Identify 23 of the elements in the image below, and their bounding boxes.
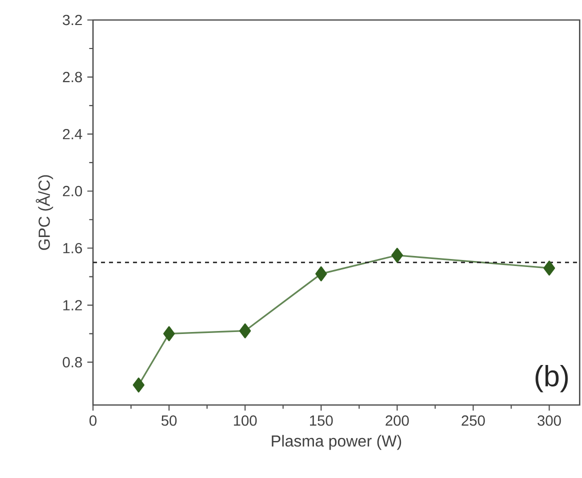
point: [163, 326, 175, 342]
annotation: (b): [536, 364, 568, 392]
point: [239, 323, 251, 338]
y-tick-label: 3.2: [62, 14, 82, 26]
x-tick-label: 250: [462, 415, 485, 426]
x-tick-label: 300: [538, 415, 561, 426]
point: [315, 266, 327, 282]
y-tick-label: 1.6: [63, 242, 82, 254]
point: [391, 248, 403, 263]
y-tick-label: 2.4: [62, 128, 82, 140]
x-tick-label: 50: [161, 415, 177, 426]
x-tick-label: 150: [310, 415, 333, 426]
y-axis-title: GPC (Å/C): [36, 175, 54, 250]
point: [132, 378, 144, 392]
x-tick-label: 100: [234, 415, 257, 426]
x-tick-label: 200: [386, 415, 409, 426]
y-tick-label: 0.8: [62, 357, 82, 368]
point: [543, 260, 556, 276]
x-tick-label: 0: [89, 415, 96, 426]
y-tick-label: 2.8: [62, 72, 82, 82]
y-tick-label: 1.2: [63, 300, 82, 310]
y-tick-label: 2.0: [62, 186, 82, 196]
x-axis-title: Plasma power (W): [272, 434, 402, 450]
